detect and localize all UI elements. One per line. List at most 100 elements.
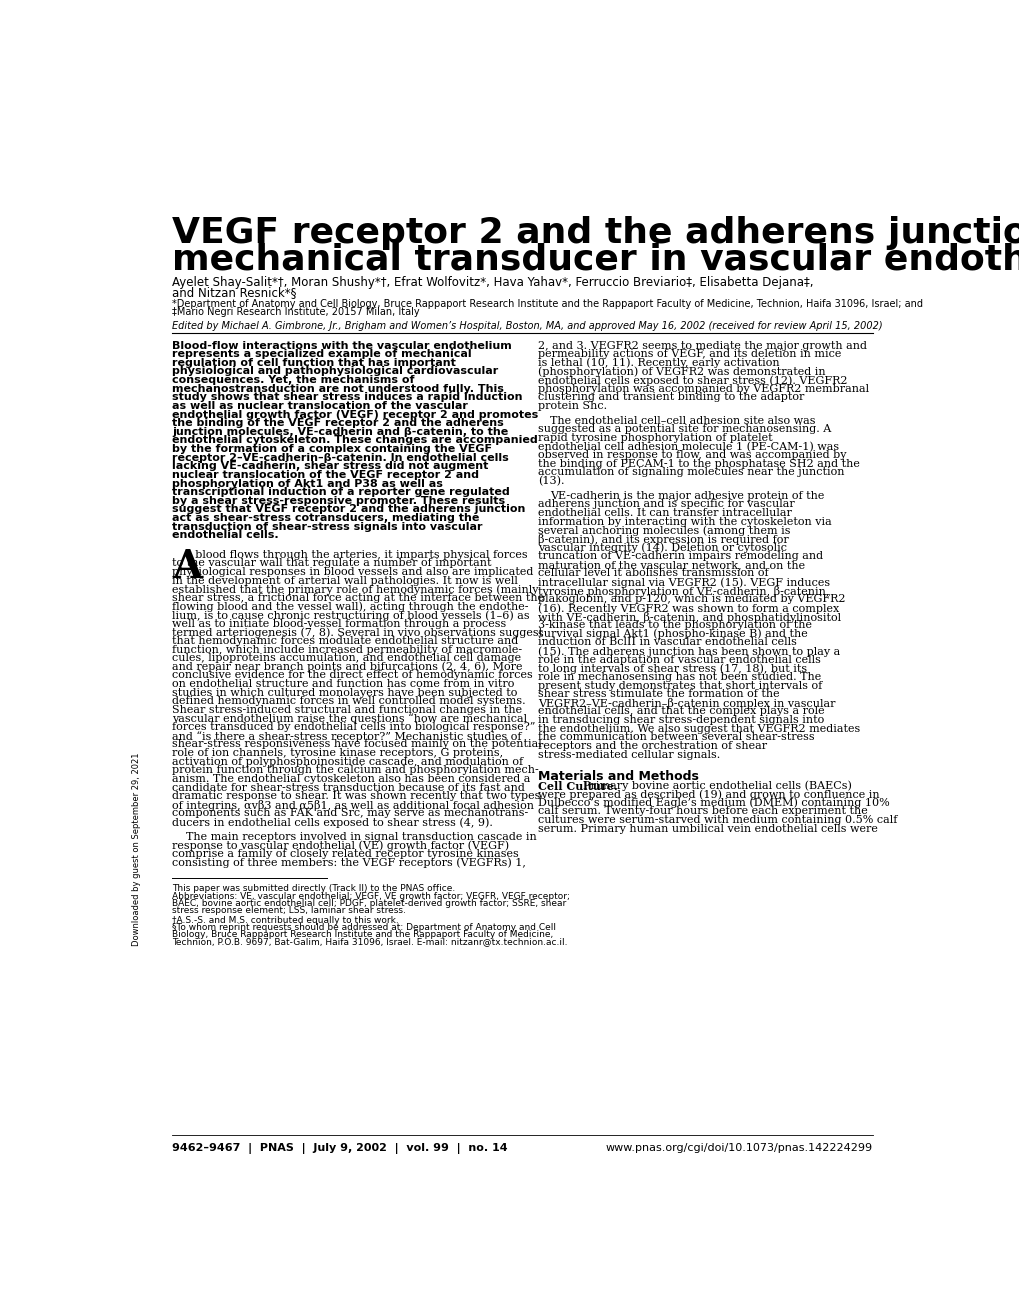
Text: present study demonstrates that short intervals of: present study demonstrates that short in… [538,680,821,691]
Text: defined hemodynamic forces in well controlled model systems.: defined hemodynamic forces in well contr… [172,696,526,706]
Text: function, which include increased permeability of macromole-: function, which include increased permea… [172,645,522,654]
Text: rapid tyrosine phosphorylation of platelet: rapid tyrosine phosphorylation of platel… [538,434,772,443]
Text: *Department of Anatomy and Cell Biology, Bruce Rappaport Research Institute and : *Department of Anatomy and Cell Biology,… [172,299,922,309]
Text: regulation of cell function that has important: regulation of cell function that has imp… [172,358,455,367]
Text: Primary bovine aortic endothelial cells (BAECs): Primary bovine aortic endothelial cells … [583,780,851,790]
Text: serum. Primary human umbilical vein endothelial cells were: serum. Primary human umbilical vein endo… [538,824,877,833]
Text: Materials and Methods: Materials and Methods [538,770,698,783]
Text: vascular endothelium raise the questions “how are mechanical: vascular endothelium raise the questions… [172,714,527,724]
Text: nuclear translocation of the VEGF receptor 2 and: nuclear translocation of the VEGF recept… [172,470,479,480]
Text: role of ion channels, tyrosine kinase receptors, G proteins,: role of ion channels, tyrosine kinase re… [172,748,503,758]
Text: Ayelet Shay-Salit*†, Moran Shushy*†, Efrat Wolfovitz*, Hava Yahav*, Ferruccio Br: Ayelet Shay-Salit*†, Moran Shushy*†, Efr… [172,276,813,289]
Text: induction of BclII in vascular endothelial cells: induction of BclII in vascular endotheli… [538,637,796,648]
Text: the binding of the VEGF receptor 2 and the adherens: the binding of the VEGF receptor 2 and t… [172,418,503,428]
Text: cellular level it abolishes transmission of: cellular level it abolishes transmission… [538,569,768,579]
Text: is lethal (10, 11). Recently, early activation: is lethal (10, 11). Recently, early acti… [538,358,780,369]
Text: suggested as a potential site for mechanosensing. A: suggested as a potential site for mechan… [538,424,830,435]
Text: represents a specialized example of mechanical: represents a specialized example of mech… [172,349,472,360]
Text: endothelial cells exposed to shear stress (12). VEGFR2: endothelial cells exposed to shear stres… [538,375,847,386]
Text: 3-kinase that leads to the phosphorylation of the: 3-kinase that leads to the phosphorylati… [538,620,811,631]
Text: 2, and 3. VEGFR2 seems to mediate the major growth and: 2, and 3. VEGFR2 seems to mediate the ma… [538,340,866,350]
Text: to long intervals of shear stress (17, 18), but its: to long intervals of shear stress (17, 1… [538,663,807,674]
Text: Blood-flow interactions with the vascular endothelium: Blood-flow interactions with the vascula… [172,340,512,350]
Text: cules, lipoproteins accumulation, and endothelial cell damage: cules, lipoproteins accumulation, and en… [172,653,521,663]
Text: VE-cadherin is the major adhesive protein of the: VE-cadherin is the major adhesive protei… [549,491,823,501]
Text: physiological responses in blood vessels and also are implicated: physiological responses in blood vessels… [172,567,533,576]
Text: endothelial cells, and that the complex plays a role: endothelial cells, and that the complex … [538,706,824,716]
Text: endothelial cells.: endothelial cells. [172,531,279,540]
Text: stress-mediated cellular signals.: stress-mediated cellular signals. [538,749,719,759]
Text: receptor 2–VE-cadherin–β-catenin. In endothelial cells: receptor 2–VE-cadherin–β-catenin. In end… [172,453,508,462]
Text: receptors and the orchestration of shear: receptors and the orchestration of shear [538,741,766,752]
Text: were prepared as described (19) and grown to confluence in: were prepared as described (19) and grow… [538,789,879,800]
Text: suggest that VEGF receptor 2 and the adherens junction: suggest that VEGF receptor 2 and the adh… [172,505,526,514]
Text: cultures were serum-starved with medium containing 0.5% calf: cultures were serum-starved with medium … [538,815,897,826]
Text: act as shear-stress cotransducers, mediating the: act as shear-stress cotransducers, media… [172,513,479,523]
Text: dramatic response to shear. It was shown recently that two types: dramatic response to shear. It was shown… [172,792,540,801]
Text: response to vascular endothelial (VE) growth factor (VEGF): response to vascular endothelial (VE) gr… [172,840,510,851]
Text: study shows that shear stress induces a rapid induction: study shows that shear stress induces a … [172,392,523,402]
Text: forces transduced by endothelial cells into biological response?”: forces transduced by endothelial cells i… [172,722,535,732]
Text: Cell Culture.: Cell Culture. [538,780,618,792]
Text: studies in which cultured monolayers have been subjected to: studies in which cultured monolayers hav… [172,688,518,698]
Text: maturation of the vascular network, and on the: maturation of the vascular network, and … [538,559,805,570]
Text: VEGFR2–VE-cadherin–β-catenin complex in vascular: VEGFR2–VE-cadherin–β-catenin complex in … [538,698,835,709]
Text: intracellular signal via VEGFR2 (15). VEGF induces: intracellular signal via VEGFR2 (15). VE… [538,578,829,588]
Text: endothelial cell adhesion molecule 1 (PE-CAM-1) was: endothelial cell adhesion molecule 1 (PE… [538,441,839,452]
Text: by a shear stress-responsive promoter. These results: by a shear stress-responsive promoter. T… [172,496,505,506]
Text: and “is there a shear-stress receptor?” Mechanistic studies of: and “is there a shear-stress receptor?” … [172,731,522,741]
Text: well as to initiate blood-vessel formation through a process: well as to initiate blood-vessel formati… [172,619,506,628]
Text: endothelial cells. It can transfer intracellular: endothelial cells. It can transfer intra… [538,508,792,518]
Text: This paper was submitted directly (Track II) to the PNAS office.: This paper was submitted directly (Track… [172,884,455,893]
Text: role in the adaptation of vascular endothelial cells: role in the adaptation of vascular endot… [538,654,820,665]
Text: calf serum. Twenty-four hours before each experiment the: calf serum. Twenty-four hours before eac… [538,806,867,816]
Text: shear stress, a frictional force acting at the interface between the: shear stress, a frictional force acting … [172,593,544,602]
Text: flowing blood and the vessel wall), acting through the endothe-: flowing blood and the vessel wall), acti… [172,601,529,611]
Text: A: A [172,548,203,587]
Text: (16). Recently VEGFR2 was shown to form a complex: (16). Recently VEGFR2 was shown to form … [538,604,839,614]
Text: (13).: (13). [538,476,565,487]
Text: permeability actions of VEGF, and its deletion in mice: permeability actions of VEGF, and its de… [538,349,841,360]
Text: protein function through the calcium and phosphorylation mech-: protein function through the calcium and… [172,766,539,775]
Text: protein Shc.: protein Shc. [538,401,606,411]
Text: in transducing shear stress-dependent signals into: in transducing shear stress-dependent si… [538,715,823,726]
Text: endothelial cytoskeleton. These changes are accompanied: endothelial cytoskeleton. These changes … [172,435,538,445]
Text: information by interacting with the cytoskeleton via: information by interacting with the cyto… [538,517,832,527]
Text: candidate for shear-stress transduction because of its fast and: candidate for shear-stress transduction … [172,783,525,793]
Text: mechanostransduction are not understood fully. This: mechanostransduction are not understood … [172,384,503,393]
Text: BAEC, bovine aortic endothelial cell; PDGF, platelet-derived growth factor; SSRE: BAEC, bovine aortic endothelial cell; PD… [172,898,567,907]
Text: mechanical transducer in vascular endothelial cells: mechanical transducer in vascular endoth… [172,241,1019,276]
Text: truncation of VE-cadherin impairs remodeling and: truncation of VE-cadherin impairs remode… [538,552,822,561]
Text: endothelial growth factor (VEGF) receptor 2 and promotes: endothelial growth factor (VEGF) recepto… [172,410,538,419]
Text: conclusive evidence for the direct effect of hemodynamic forces: conclusive evidence for the direct effec… [172,671,533,680]
Text: consisting of three members: the VEGF receptors (VEGFRs) 1,: consisting of three members: the VEGF re… [172,858,526,868]
Text: as well as nuclear translocation of the vascular: as well as nuclear translocation of the … [172,401,468,411]
Text: and Nitzan Resnick*§: and Nitzan Resnick*§ [172,286,297,299]
Text: The endothelial cell–cell adhesion site also was: The endothelial cell–cell adhesion site … [549,415,814,426]
Text: in the development of arterial wall pathologies. It now is well: in the development of arterial wall path… [172,575,518,585]
Text: with VE-cadherin, β-catenin, and phosphatidylinositol: with VE-cadherin, β-catenin, and phospha… [538,611,841,623]
Text: stress response element; LSS, laminar shear stress.: stress response element; LSS, laminar sh… [172,906,406,915]
Text: components such as FAK and Src, may serve as mechanotrans-: components such as FAK and Src, may serv… [172,809,528,819]
Text: Biology, Bruce Rappaport Research Institute and the Rappaport Faculty of Medicin: Biology, Bruce Rappaport Research Instit… [172,931,553,940]
Text: by the formation of a complex containing the VEGF: by the formation of a complex containing… [172,444,492,454]
Text: physiological and pathophysiological cardiovascular: physiological and pathophysiological car… [172,366,498,376]
Text: (phosphorylation) of VEGFR2 was demonstrated in: (phosphorylation) of VEGFR2 was demonstr… [538,366,825,376]
Text: ducers in endothelial cells exposed to shear stress (4, 9).: ducers in endothelial cells exposed to s… [172,816,493,828]
Text: www.pnas.org/cgi/doi/10.1073/pnas.142224299: www.pnas.org/cgi/doi/10.1073/pnas.142224… [605,1144,872,1153]
Text: β-catenin), and its expression is required for: β-catenin), and its expression is requir… [538,533,789,545]
Text: Edited by Michael A. Gimbrone, Jr., Brigham and Women’s Hospital, Boston, MA, an: Edited by Michael A. Gimbrone, Jr., Brig… [172,321,882,331]
Text: consequences. Yet, the mechanisms of: consequences. Yet, the mechanisms of [172,375,415,386]
Text: 9462–9467  |  PNAS  |  July 9, 2002  |  vol. 99  |  no. 14: 9462–9467 | PNAS | July 9, 2002 | vol. 9… [172,1144,507,1154]
Text: accumulation of signaling molecules near the junction: accumulation of signaling molecules near… [538,467,844,478]
Text: to the vascular wall that regulate a number of important: to the vascular wall that regulate a num… [172,558,491,569]
Text: shear-stress responsiveness have focused mainly on the potential: shear-stress responsiveness have focused… [172,740,542,749]
Text: and repair near branch points and bifurcations (2, 4, 6). More: and repair near branch points and bifurc… [172,662,523,672]
Text: survival signal Akt1 (phospho-kinase B) and the: survival signal Akt1 (phospho-kinase B) … [538,628,807,640]
Text: lium, is to cause chronic restructuring of blood vessels (1–6) as: lium, is to cause chronic restructuring … [172,610,530,620]
Text: Shear stress-induced structural and functional changes in the: Shear stress-induced structural and func… [172,705,522,715]
Text: adherens junction and is specific for vascular: adherens junction and is specific for va… [538,500,794,510]
Text: ‡Mario Negri Research Institute, 20157 Milan, Italy: ‡Mario Negri Research Institute, 20157 M… [172,308,420,318]
Text: plakoglobin, and p-120, which is mediated by VEGFR2: plakoglobin, and p-120, which is mediate… [538,594,845,605]
Text: phosphorylation was accompanied by VEGFR2 membranal: phosphorylation was accompanied by VEGFR… [538,384,868,393]
